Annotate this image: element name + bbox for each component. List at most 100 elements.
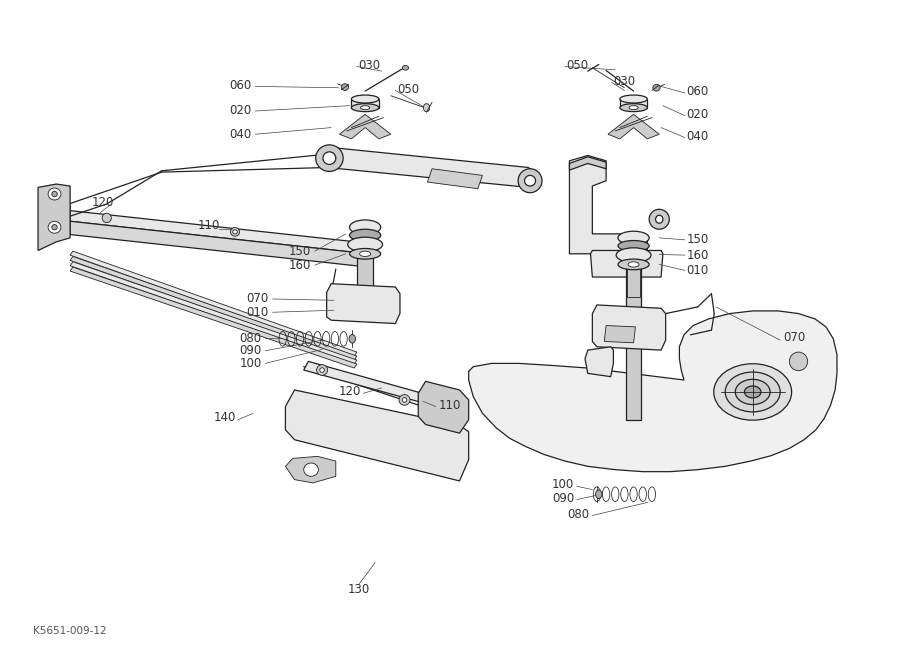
Text: 040: 040 [686,129,709,143]
Text: 020: 020 [229,104,252,117]
Bar [627,263,640,297]
Ellipse shape [735,380,770,405]
Ellipse shape [231,227,240,236]
Ellipse shape [714,364,791,420]
Polygon shape [469,311,837,472]
Text: 130: 130 [347,583,369,596]
Ellipse shape [349,249,380,259]
Ellipse shape [619,103,647,111]
Text: 090: 090 [551,492,574,505]
Polygon shape [326,283,400,323]
Text: 160: 160 [289,259,311,271]
Polygon shape [70,256,357,360]
Polygon shape [51,206,70,235]
Polygon shape [593,305,665,350]
Ellipse shape [789,352,808,371]
Text: 050: 050 [567,59,589,71]
Text: 040: 040 [229,128,252,141]
Text: 030: 030 [613,75,636,87]
Text: 100: 100 [551,478,574,492]
Text: 160: 160 [686,249,709,261]
Polygon shape [585,347,613,377]
Ellipse shape [652,85,660,91]
Text: 010: 010 [246,305,269,319]
Text: 010: 010 [686,264,709,277]
Ellipse shape [596,490,602,498]
Bar [357,224,373,303]
Ellipse shape [399,395,410,406]
Ellipse shape [616,248,651,262]
Text: 110: 110 [198,219,220,232]
Polygon shape [70,261,357,364]
Text: 070: 070 [783,331,805,344]
Ellipse shape [341,84,348,91]
Ellipse shape [403,65,409,70]
Text: 030: 030 [358,59,380,71]
Ellipse shape [518,169,542,193]
Ellipse shape [525,175,536,186]
Ellipse shape [347,237,382,252]
Polygon shape [51,219,368,267]
Ellipse shape [649,209,669,229]
Ellipse shape [618,231,649,245]
Bar [619,99,647,107]
Ellipse shape [51,191,57,197]
Ellipse shape [102,213,111,223]
Bar [351,99,379,107]
Polygon shape [322,147,533,187]
Polygon shape [339,114,391,139]
Text: 110: 110 [438,399,460,412]
Text: 150: 150 [686,233,709,246]
Ellipse shape [403,398,407,402]
Text: 050: 050 [397,83,419,95]
Ellipse shape [360,105,369,109]
Text: 120: 120 [338,386,360,398]
Polygon shape [418,382,469,433]
Polygon shape [570,155,647,253]
Text: K5651-009-12: K5651-009-12 [33,626,108,636]
Ellipse shape [655,215,663,223]
Polygon shape [427,169,482,189]
Polygon shape [605,325,635,343]
Ellipse shape [629,105,638,109]
Ellipse shape [320,368,324,372]
Polygon shape [286,456,335,483]
Ellipse shape [351,103,379,111]
Ellipse shape [316,365,327,376]
Text: 080: 080 [240,331,262,345]
Ellipse shape [48,221,61,233]
Text: 140: 140 [214,412,236,424]
Bar [626,244,641,420]
Text: 080: 080 [567,508,590,521]
Ellipse shape [349,229,380,241]
Polygon shape [286,390,469,481]
Polygon shape [570,157,607,170]
Ellipse shape [619,95,647,103]
Text: 060: 060 [686,85,709,98]
Text: 070: 070 [246,292,269,305]
Polygon shape [608,114,659,139]
Ellipse shape [349,334,356,343]
Polygon shape [51,209,368,253]
Ellipse shape [618,259,649,269]
Ellipse shape [744,386,761,398]
Text: 120: 120 [91,196,114,209]
Ellipse shape [233,230,237,234]
Text: 020: 020 [686,108,709,121]
Text: 060: 060 [229,79,252,92]
Text: 150: 150 [289,245,311,257]
Text: 100: 100 [239,357,262,370]
Ellipse shape [304,463,318,476]
Ellipse shape [323,152,335,165]
Polygon shape [38,184,70,251]
Text: 090: 090 [239,344,262,358]
Ellipse shape [628,261,639,267]
Ellipse shape [424,103,430,111]
Ellipse shape [315,145,343,171]
Polygon shape [70,267,357,368]
Polygon shape [591,251,663,277]
Ellipse shape [725,372,780,412]
Ellipse shape [351,95,379,103]
Ellipse shape [51,225,57,230]
Ellipse shape [618,241,649,251]
